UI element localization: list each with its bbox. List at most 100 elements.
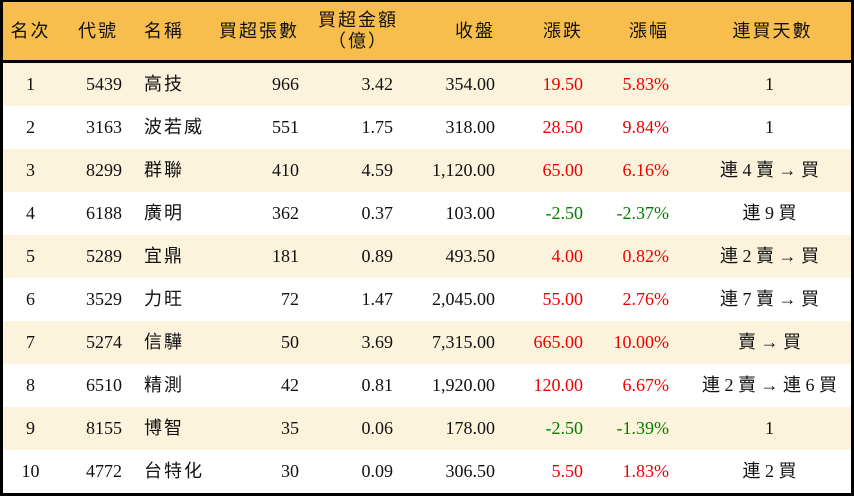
cell-change-pct: 0.82% (622, 246, 670, 267)
cell-volume: 410 (272, 160, 299, 181)
cell-change-pct: -2.37% (616, 203, 670, 224)
cell-code: 8155 (86, 418, 122, 439)
table-row: 5 5289 宜鼎 181 0.89 493.50 4.00 0.82% 連 2 賣 → 買 (3, 235, 851, 278)
table-row: 3 8299 群聯 410 4.59 1,120.00 65.00 6.16% 連 4 賣 → … (3, 149, 851, 192)
cell-rank: 3 (26, 160, 35, 181)
column-header-amount: 買超金額 （億） (313, 10, 403, 51)
cell-change: -2.50 (545, 418, 584, 439)
cell-amount: 4.59 (361, 160, 394, 181)
cell-code: 5439 (86, 74, 122, 95)
cell-rank: 1 (26, 74, 35, 95)
cell-streak: 連 2 買 (742, 461, 797, 482)
cell-name: 群聯 (144, 160, 184, 181)
cell-amount: 0.89 (361, 246, 394, 267)
cell-streak: 1 (765, 117, 774, 138)
column-header-code: 代號 (78, 20, 118, 41)
cell-name: 高技 (144, 74, 184, 95)
cell-close: 178.00 (445, 418, 496, 439)
cell-volume: 35 (281, 418, 299, 439)
cell-amount: 0.09 (361, 461, 394, 482)
cell-streak: 連 9 買 (742, 203, 797, 224)
cell-code: 3163 (86, 117, 122, 138)
cell-amount: 3.42 (361, 74, 394, 95)
column-header-rank: 名次 (10, 20, 51, 41)
cell-rank: 4 (26, 203, 35, 224)
cell-change-pct: 2.76% (622, 289, 670, 310)
cell-change: 120.00 (533, 375, 584, 396)
cell-close: 493.50 (445, 246, 496, 267)
table-body: 1 5439 高技 966 3.42 354.00 19.50 5.83% 1 2 3163 波若威 5… (3, 63, 851, 493)
column-header-volume: 買超張數 (219, 20, 299, 41)
cell-volume: 72 (281, 289, 299, 310)
cell-name: 力旺 (144, 289, 184, 310)
cell-volume: 966 (272, 74, 299, 95)
column-header-close: 收盤 (455, 20, 495, 41)
cell-change: 4.00 (551, 246, 584, 267)
cell-streak: 連 7 賣 → 買 (720, 289, 819, 310)
table-row: 9 8155 博智 35 0.06 178.00 -2.50 -1.39% 1 (3, 407, 851, 450)
cell-streak: 連 2 賣 → 連 6 買 (702, 375, 837, 396)
cell-rank: 2 (26, 117, 35, 138)
cell-code: 5274 (86, 332, 122, 353)
cell-volume: 50 (281, 332, 299, 353)
cell-code: 3529 (86, 289, 122, 310)
column-header-amount-line2: （億） (328, 31, 388, 51)
cell-close: 306.50 (445, 461, 496, 482)
cell-rank: 10 (21, 461, 40, 482)
cell-streak: 連 2 賣 → 買 (720, 246, 819, 267)
cell-close: 318.00 (445, 117, 496, 138)
cell-rank: 8 (26, 375, 35, 396)
cell-streak: 1 (765, 418, 774, 439)
table-row: 7 5274 信驊 50 3.69 7,315.00 665.00 10.00% 賣 → 買 (3, 321, 851, 364)
column-header-change: 漲跌 (543, 20, 583, 41)
cell-amount: 0.37 (361, 203, 394, 224)
cell-close: 1,920.00 (432, 375, 495, 396)
table-row: 1 5439 高技 966 3.42 354.00 19.50 5.83% 1 (3, 63, 851, 106)
cell-name: 波若威 (144, 117, 204, 138)
cell-change-pct: 9.84% (622, 117, 670, 138)
cell-streak: 賣 → 買 (738, 332, 801, 353)
cell-change: 55.00 (542, 289, 584, 310)
cell-change-pct: -1.39% (616, 418, 670, 439)
cell-rank: 7 (26, 332, 35, 353)
column-header-streak: 連買天數 (732, 20, 813, 41)
cell-amount: 1.75 (361, 117, 394, 138)
cell-name: 台特化 (144, 461, 204, 482)
table-row: 8 6510 精測 42 0.81 1,920.00 120.00 6.67% 連 2 賣 → … (3, 364, 851, 407)
cell-close: 354.00 (445, 74, 496, 95)
cell-code: 8299 (86, 160, 122, 181)
cell-change-pct: 6.67% (622, 375, 670, 396)
cell-amount: 0.06 (361, 418, 394, 439)
table-row: 2 3163 波若威 551 1.75 318.00 28.50 9.84% 1 (3, 106, 851, 149)
cell-volume: 181 (272, 246, 299, 267)
cell-change: 65.00 (542, 160, 584, 181)
cell-close: 1,120.00 (432, 160, 495, 181)
cell-change: 5.50 (551, 461, 584, 482)
column-header-name: 名稱 (144, 20, 184, 41)
cell-close: 2,045.00 (432, 289, 495, 310)
cell-volume: 42 (281, 375, 299, 396)
cell-rank: 6 (26, 289, 35, 310)
cell-streak: 連 4 賣 → 買 (720, 160, 819, 181)
cell-close: 7,315.00 (432, 332, 495, 353)
cell-code: 6510 (86, 375, 122, 396)
table-header: 名次 代號 名稱 買超張數 買超金額 （億） 收盤 漲跌 漲幅 連買天數 (3, 2, 851, 63)
cell-code: 4772 (86, 461, 122, 482)
table-row: 6 3529 力旺 72 1.47 2,045.00 55.00 2.76% 連 7 賣 → 買 (3, 278, 851, 321)
table-row: 10 4772 台特化 30 0.09 306.50 5.50 1.83% 連 2 買 (3, 450, 851, 493)
cell-code: 5289 (86, 246, 122, 267)
column-header-amount-line1: 買超金額 (318, 10, 398, 31)
cell-change: 19.50 (542, 74, 584, 95)
cell-name: 廣明 (144, 203, 184, 224)
cell-change: -2.50 (545, 203, 584, 224)
cell-change-pct: 1.83% (622, 461, 670, 482)
cell-change-pct: 6.16% (622, 160, 670, 181)
cell-change-pct: 5.83% (622, 74, 670, 95)
cell-name: 宜鼎 (144, 246, 184, 267)
cell-volume: 30 (281, 461, 299, 482)
cell-name: 博智 (144, 418, 184, 439)
column-header-change-pct: 漲幅 (629, 20, 669, 41)
cell-streak: 1 (765, 74, 774, 95)
cell-amount: 3.69 (361, 332, 394, 353)
